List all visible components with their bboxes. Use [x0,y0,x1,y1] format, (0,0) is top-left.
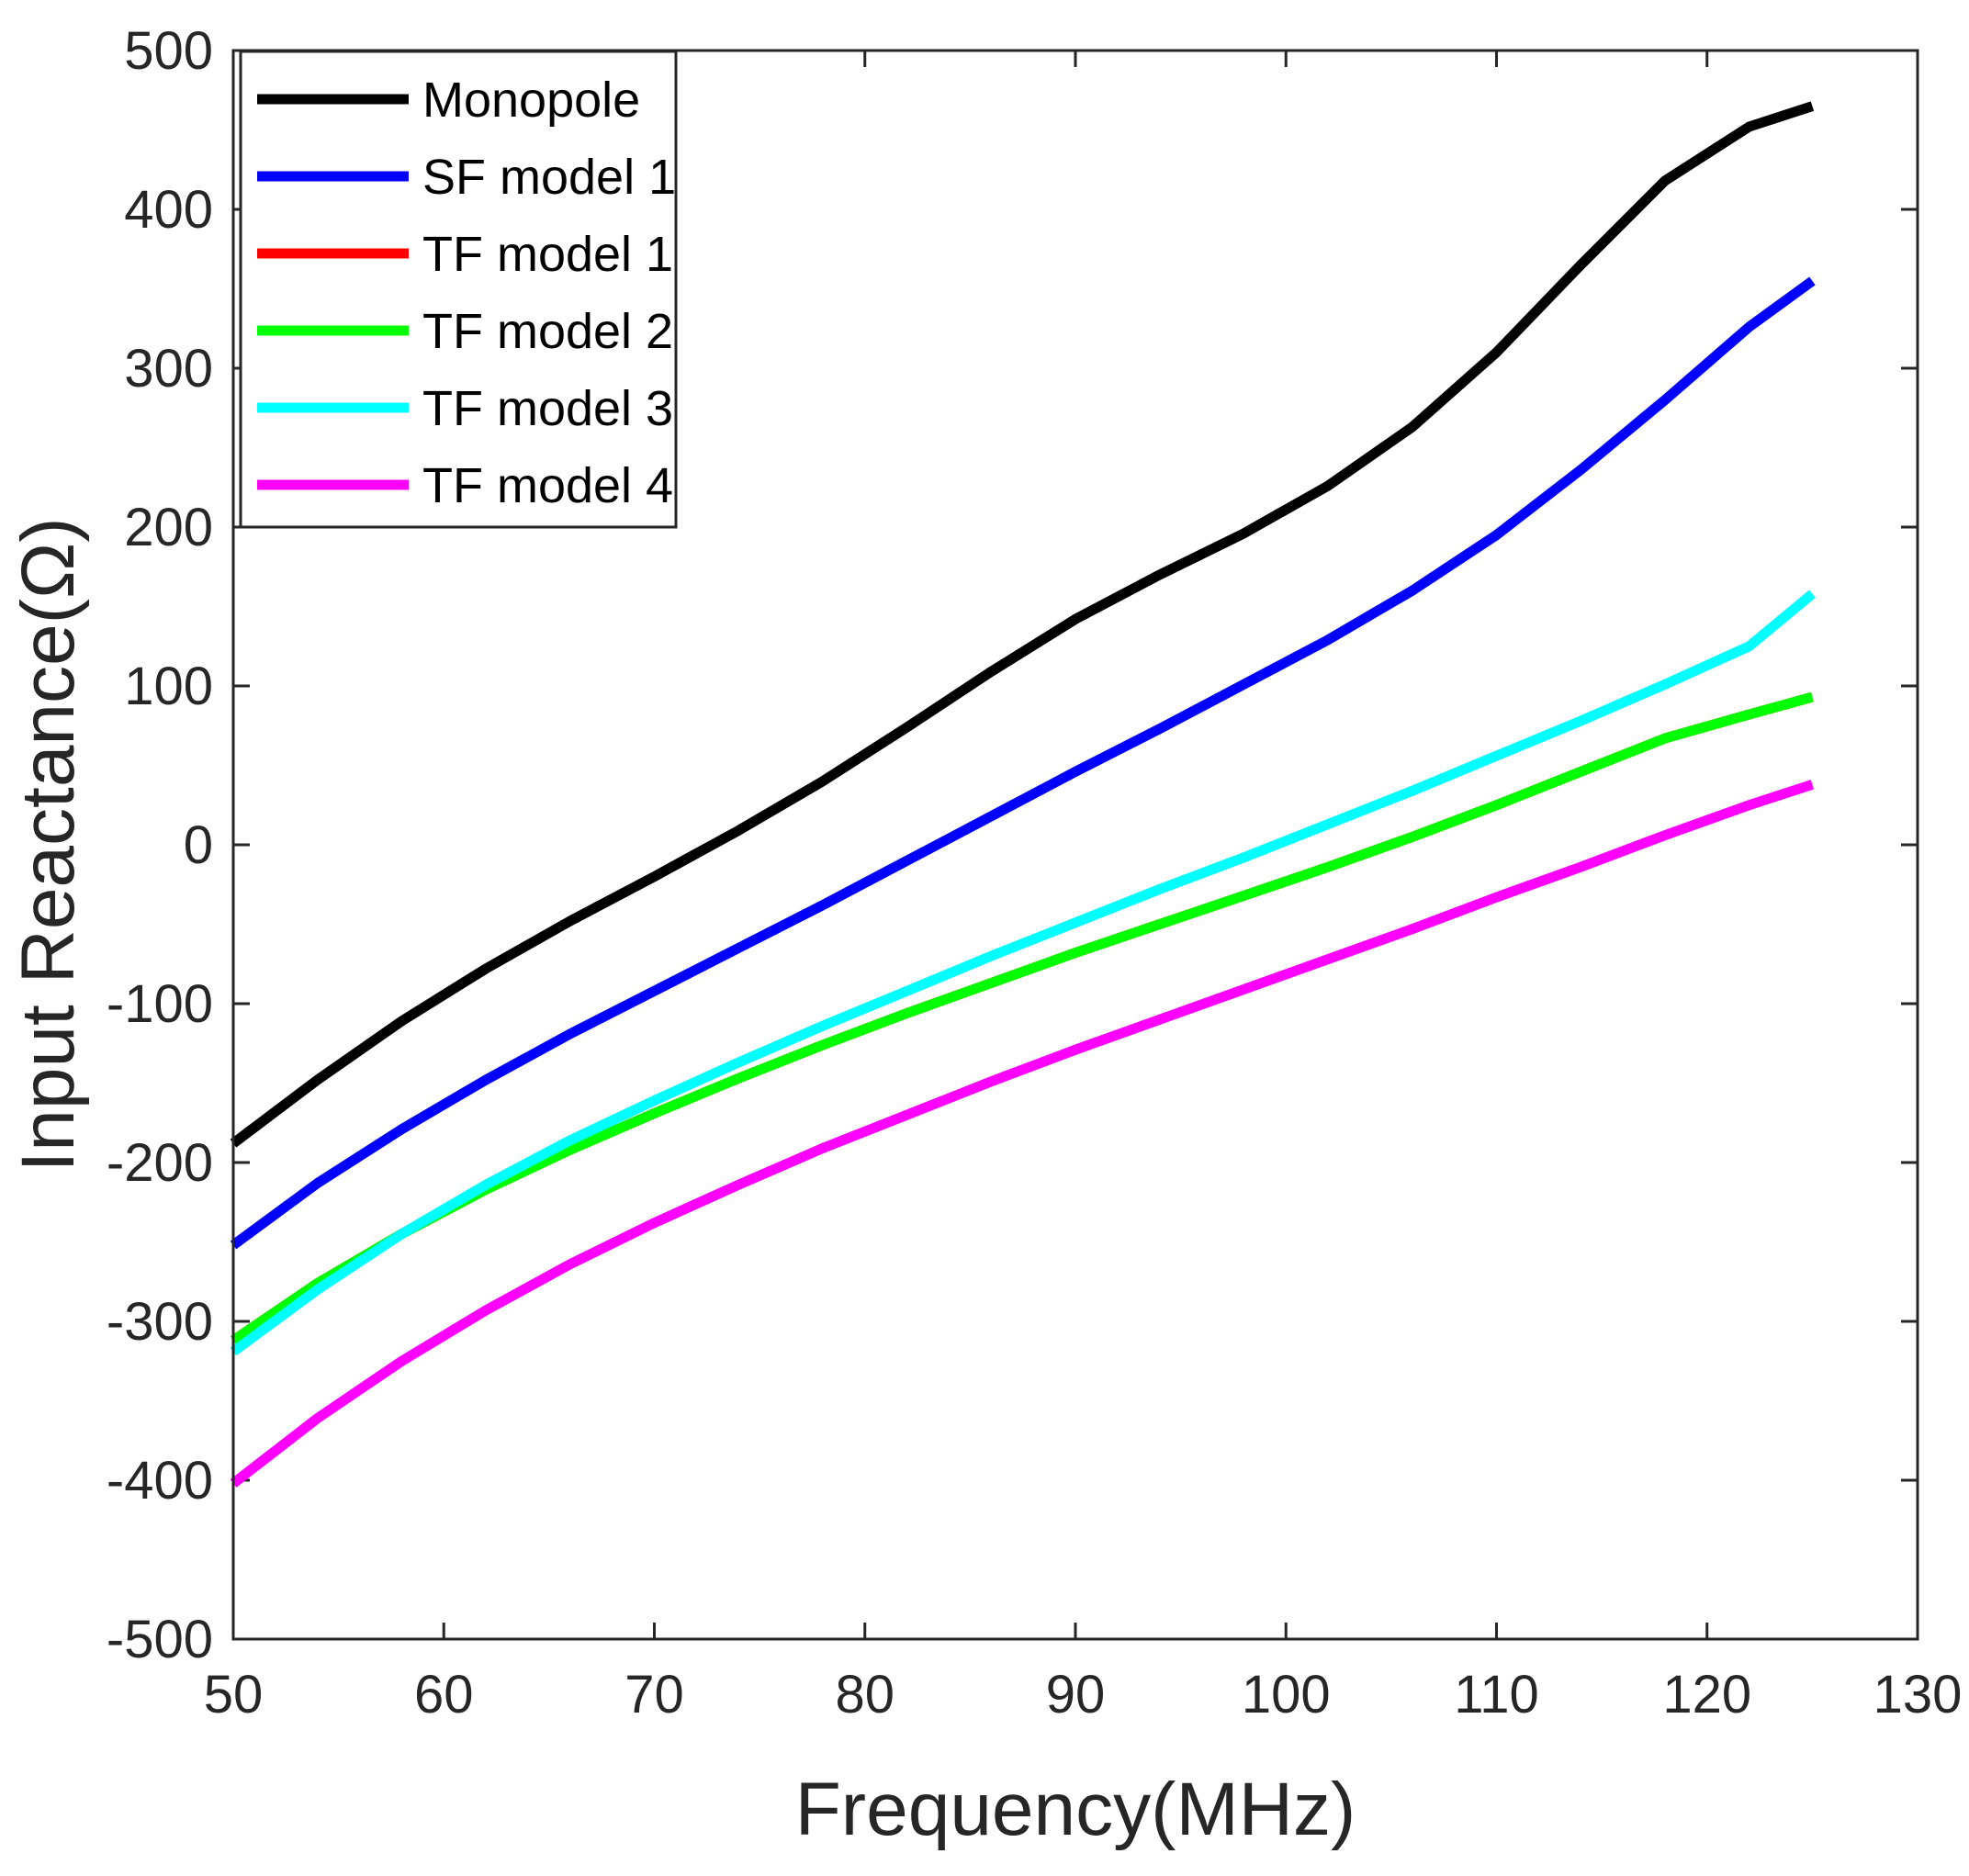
x-tick-label: 70 [624,1665,684,1724]
legend: Monopole SF model 1 TF model 1 TF model 2 TF… [239,50,678,529]
x-tick-label: 60 [414,1665,474,1724]
y-tick-label: 400 [124,180,213,240]
y-tick-label: 200 [124,498,213,557]
y-tick-label: -500 [107,1610,213,1669]
legend-label-tf-model-3: TF model 3 [422,381,673,436]
series-line-tf-model-3 [230,590,1816,1356]
legend-label-monopole: Monopole [422,73,640,128]
y-tick-label: 0 [184,815,213,875]
x-tick-label: 50 [204,1665,264,1724]
series-line-sf-model-1 [230,276,1816,1250]
x-tick-label: 110 [1454,1665,1538,1724]
x-tick-label: 90 [1046,1665,1106,1724]
y-tick-label: 500 [124,21,213,81]
series-line-monopole [230,101,1815,1148]
legend-label-tf-model-2: TF model 2 [422,304,673,359]
y-tick-label: -200 [107,1133,213,1193]
y-tick-label: -400 [107,1451,213,1511]
series-line-tf-model-4 [230,780,1815,1488]
legend-label-tf-model-1: TF model 1 [422,227,673,282]
y-tick-label: -100 [107,974,213,1034]
legend-label-tf-model-4: TF model 4 [422,458,673,513]
y-tick-label: 100 [124,657,213,716]
series-layer [230,101,1816,1488]
plot-frame [231,49,1919,1641]
y-axis-title: Input Reactance(Ω) [6,517,90,1172]
legend-label-sf-model-1: SF model 1 [422,150,676,205]
tick-labels: 50 60 70 80 90 100 110 120 130 500 400 300 200 100 0 -1… [107,21,1962,1724]
x-tick-label: 100 [1242,1665,1331,1724]
x-tick-label: 80 [835,1665,894,1724]
y-tick-label: 300 [124,339,213,399]
legend-box [239,50,678,529]
y-tick-label: -300 [107,1292,213,1352]
x-tick-label: 130 [1873,1665,1963,1724]
x-axis-title: Frequency(MHz) [795,1768,1356,1851]
x-tick-label: 120 [1662,1665,1751,1724]
